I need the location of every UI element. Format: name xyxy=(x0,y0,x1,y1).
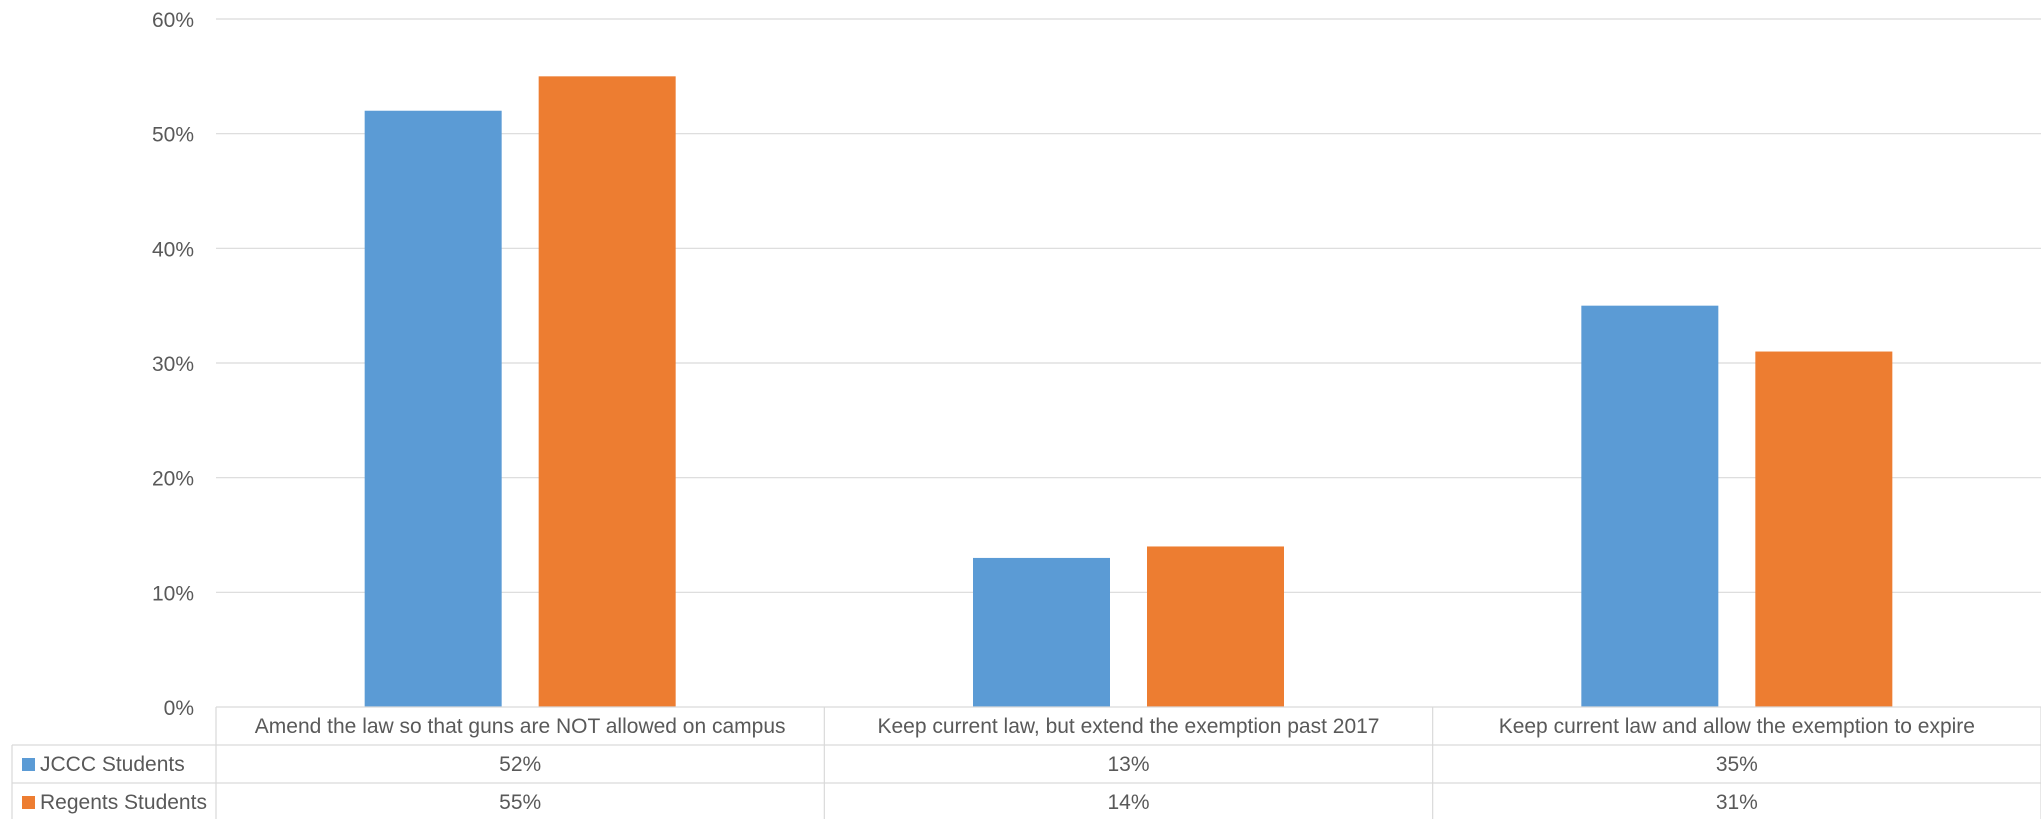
category-label: Keep current law and allow the exemption… xyxy=(1499,715,1975,738)
data-value-label: 13% xyxy=(1107,753,1149,776)
bar-regents-1 xyxy=(538,76,676,708)
y-tick-label: 60% xyxy=(152,9,194,32)
bar-regents-2 xyxy=(1147,546,1284,707)
bars xyxy=(364,76,1893,708)
data-value-label: 14% xyxy=(1107,791,1149,814)
category-label: Amend the law so that guns are NOT allow… xyxy=(255,715,786,738)
legend-swatch xyxy=(22,758,35,771)
y-tick-label: 10% xyxy=(152,582,194,605)
y-tick-label: 40% xyxy=(152,238,194,261)
data-value-label: 55% xyxy=(499,791,541,814)
bar-jccc-3 xyxy=(1581,305,1719,707)
data-value-label: 35% xyxy=(1716,753,1758,776)
y-tick-label: 50% xyxy=(152,124,194,147)
gridlines xyxy=(216,18,2041,593)
y-tick-label: 30% xyxy=(152,353,194,376)
y-axis-ticks: 0% 10% 20% 30% 40% 50% 60% xyxy=(152,9,194,720)
data-value-label: 31% xyxy=(1716,791,1758,814)
legend-series-name: Regents Students xyxy=(40,791,207,814)
bar-jccc-2 xyxy=(973,557,1110,707)
legend-swatch xyxy=(22,796,35,809)
bar-regents-3 xyxy=(1755,351,1893,707)
data-table: Amend the law so that guns are NOT allow… xyxy=(11,706,2041,819)
category-label: Keep current law, but extend the exempti… xyxy=(877,715,1379,738)
bar-jccc-1 xyxy=(364,110,502,707)
legend-series-name: JCCC Students xyxy=(40,753,185,776)
y-tick-label: 0% xyxy=(164,697,194,720)
y-tick-label: 20% xyxy=(152,468,194,491)
data-value-label: 52% xyxy=(499,753,541,776)
